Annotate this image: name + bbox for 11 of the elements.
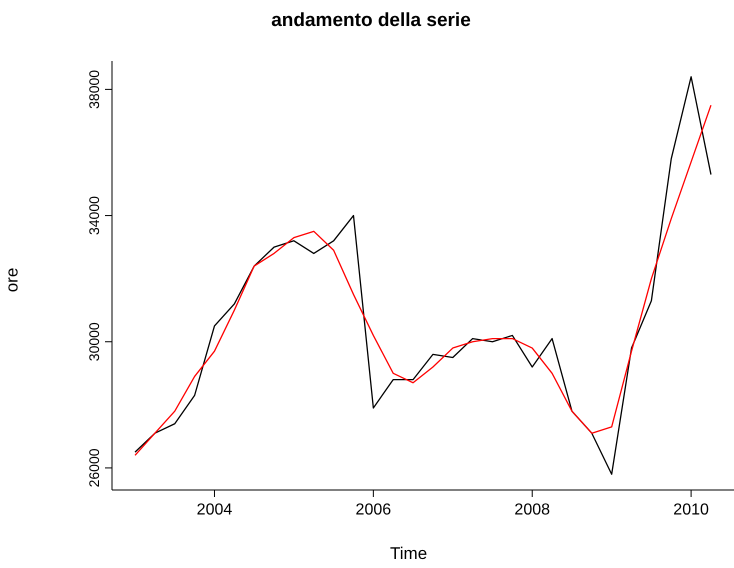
y-tick-label: 38000: [86, 70, 102, 109]
x-tick-label: 2010: [673, 501, 709, 518]
x-tick-label: 2008: [514, 501, 550, 518]
y-tick-label: 34000: [86, 196, 102, 236]
x-tick-label: 2004: [196, 501, 232, 518]
y-axis-title: ore: [2, 268, 22, 292]
chart-title: andamento della serie: [270, 10, 472, 32]
x-tick-label: 2006: [356, 501, 392, 518]
y-tick-label: 30000: [86, 322, 102, 362]
y-tick-label: 26000: [86, 448, 102, 488]
x-axis-title: Time: [390, 544, 428, 564]
